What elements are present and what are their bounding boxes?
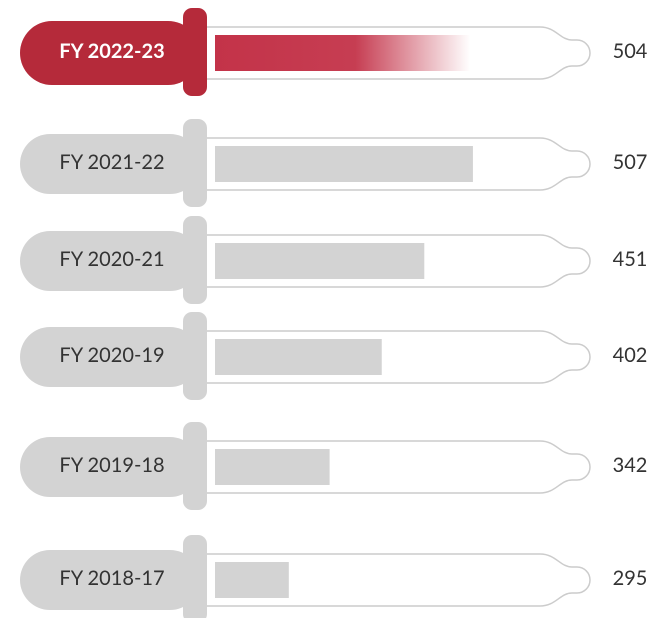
category-label: FY 2020-19 — [59, 343, 164, 367]
category-label: FY 2022-23 — [59, 39, 164, 63]
label-pill — [20, 437, 200, 497]
category-label: FY 2021-22 — [59, 150, 164, 174]
value-label: 507 — [613, 150, 648, 174]
category-label: FY 2019-18 — [59, 453, 164, 477]
label-pill — [20, 134, 200, 194]
label-pill — [20, 231, 200, 291]
bar — [215, 562, 289, 598]
flange — [183, 312, 207, 400]
bar — [215, 35, 471, 71]
flange — [183, 422, 207, 510]
value-label: 451 — [613, 247, 648, 271]
flange — [183, 216, 207, 304]
label-pill — [20, 550, 200, 610]
flange — [183, 8, 207, 96]
category-label: FY 2020-21 — [59, 247, 164, 271]
tube — [207, 553, 591, 607]
flange — [183, 535, 207, 618]
bar — [215, 449, 330, 485]
bar — [215, 339, 382, 375]
label-pill — [20, 21, 200, 85]
bar — [215, 146, 473, 182]
label-pill — [20, 327, 200, 387]
value-label: 295 — [613, 566, 648, 590]
value-label: 342 — [613, 453, 648, 477]
flange — [183, 119, 207, 207]
value-label: 504 — [613, 39, 648, 63]
bar — [215, 243, 425, 279]
value-label: 402 — [613, 343, 648, 367]
category-label: FY 2018-17 — [59, 566, 164, 590]
